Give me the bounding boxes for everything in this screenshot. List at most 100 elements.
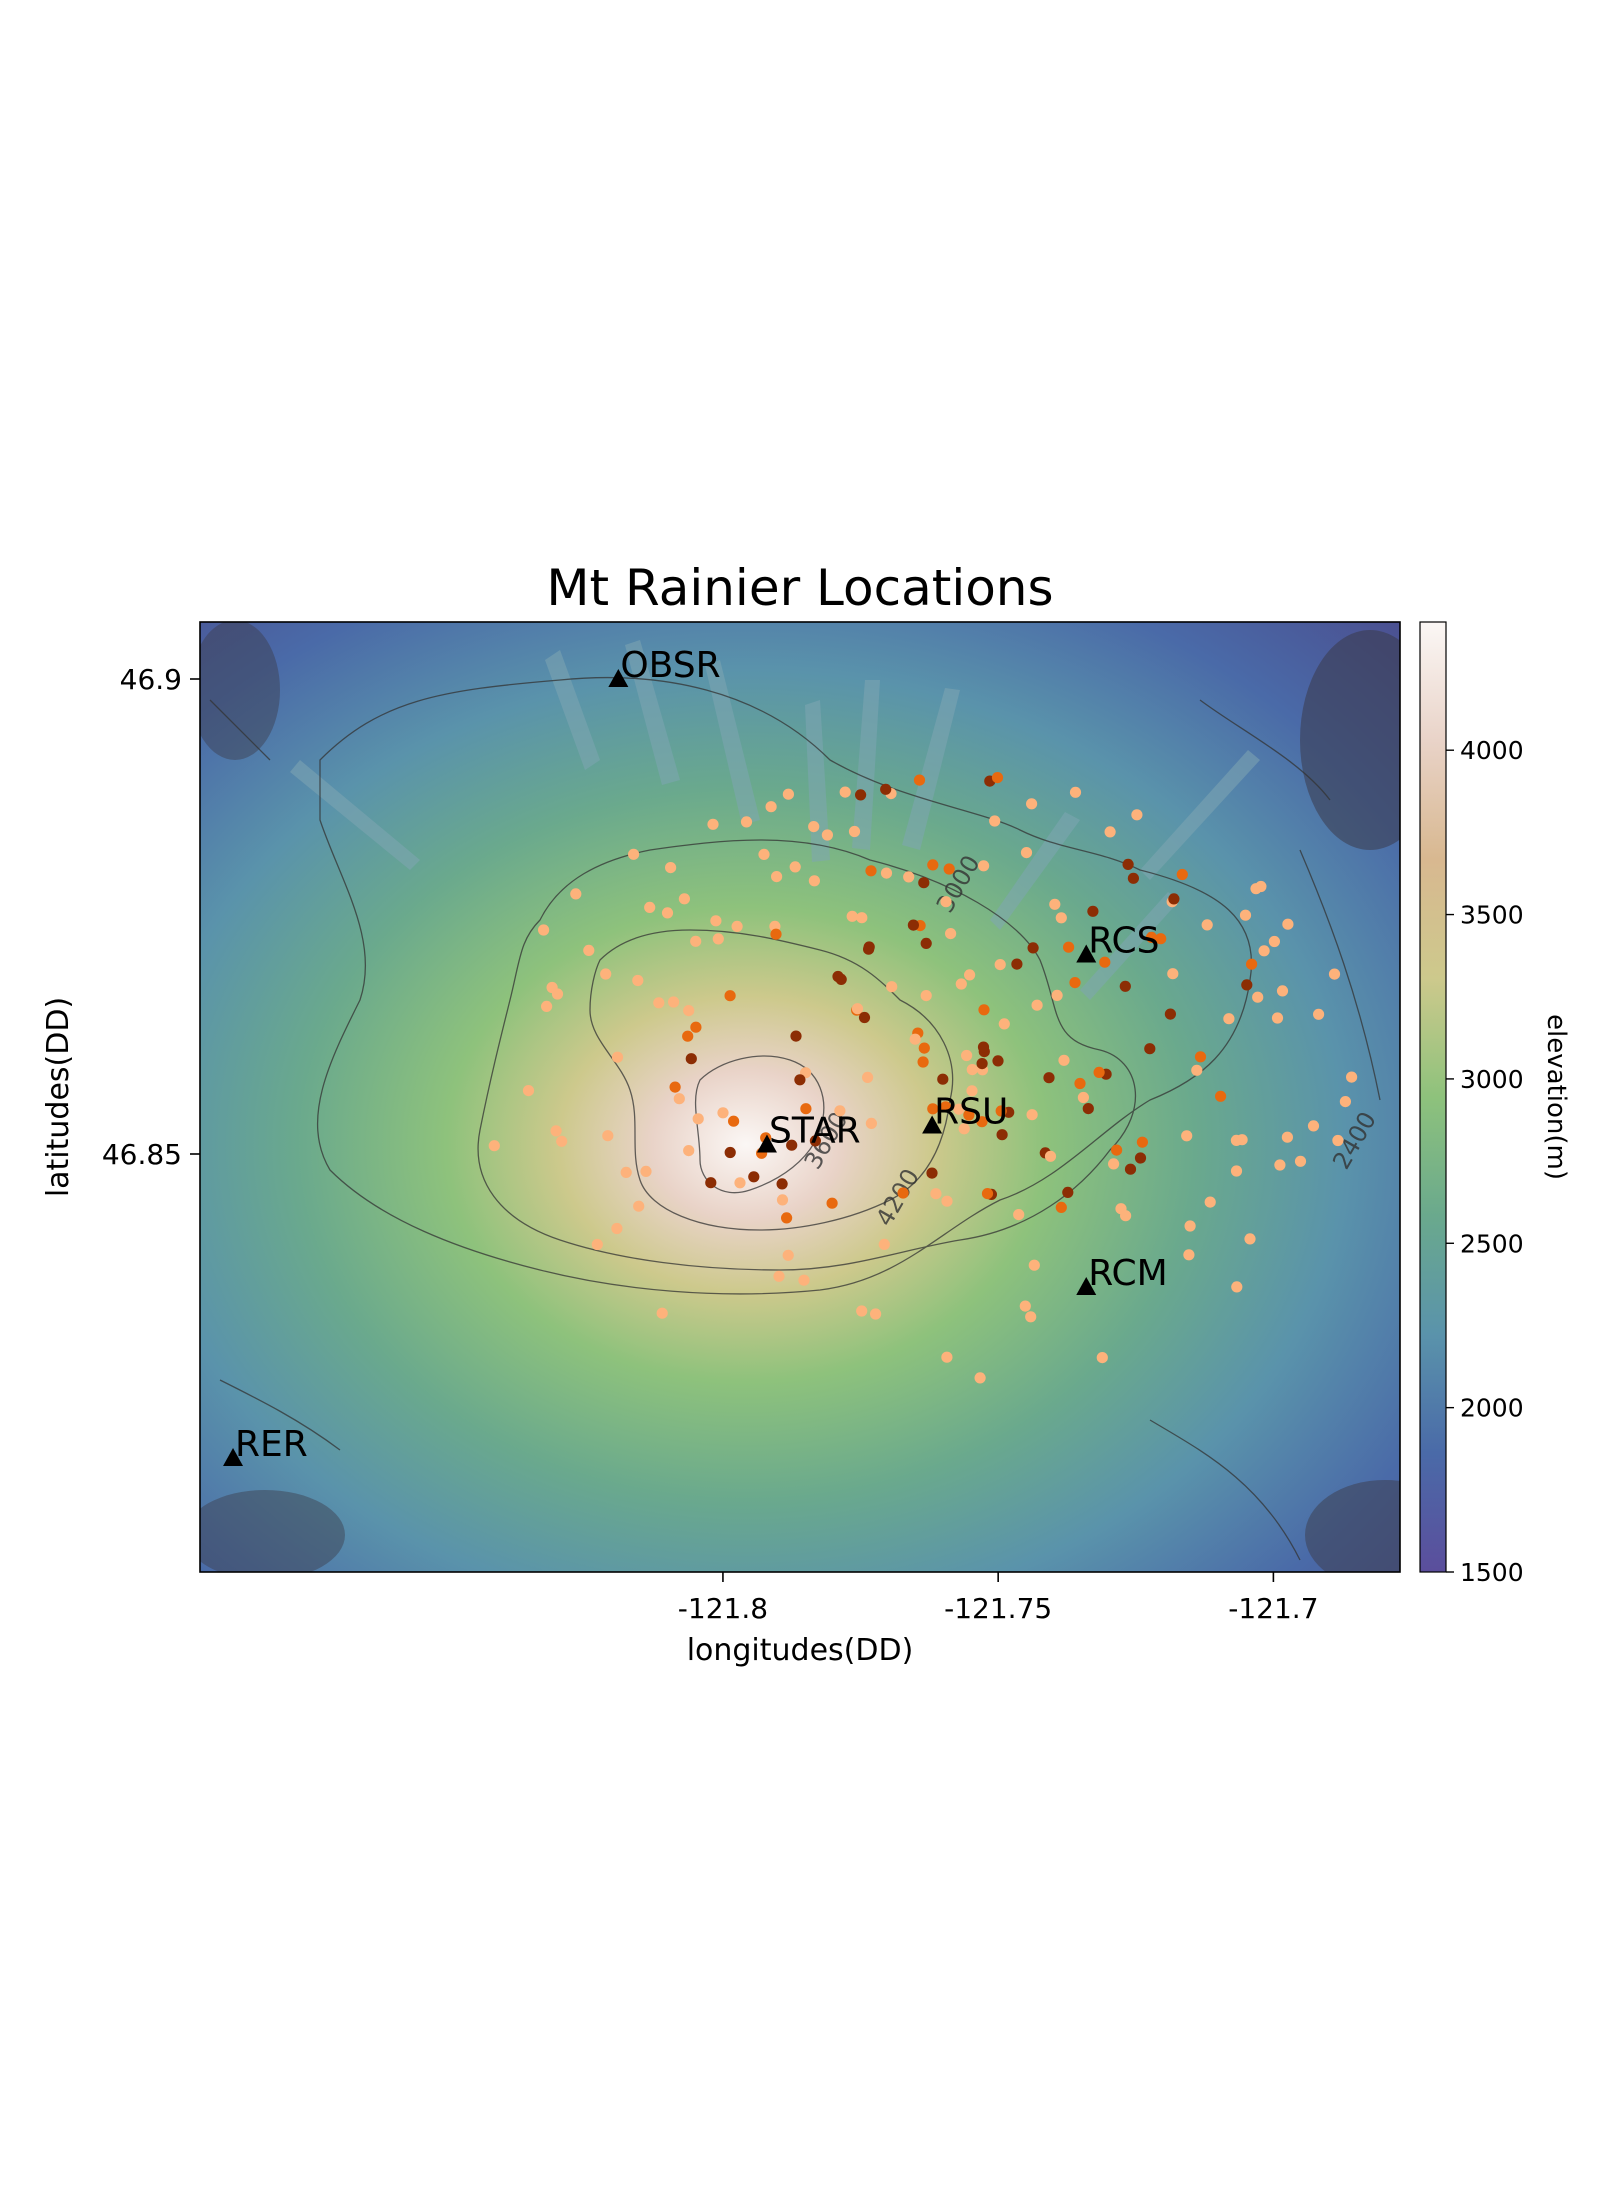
event-marker bbox=[685, 1053, 697, 1065]
event-marker bbox=[1164, 1008, 1176, 1020]
event-marker bbox=[809, 1135, 822, 1147]
event-marker bbox=[992, 1055, 1004, 1067]
event-marker bbox=[991, 772, 1004, 784]
event-marker bbox=[765, 801, 777, 813]
event-marker bbox=[550, 1125, 562, 1137]
event-marker bbox=[1051, 989, 1063, 1002]
y-axis: 46.9 46.85 bbox=[102, 663, 200, 1171]
event-marker bbox=[1183, 1249, 1195, 1261]
event-marker bbox=[1136, 1136, 1148, 1148]
event-marker bbox=[1062, 1186, 1074, 1198]
station-triangle bbox=[223, 1448, 244, 1466]
event-marker bbox=[1231, 1281, 1243, 1293]
event-marker bbox=[886, 981, 898, 993]
event-marker bbox=[786, 1139, 798, 1151]
event-marker bbox=[1028, 1259, 1040, 1271]
event-marker bbox=[690, 1021, 702, 1033]
event-marker bbox=[953, 1103, 965, 1115]
event-marker bbox=[964, 969, 976, 981]
event-marker bbox=[1043, 1072, 1055, 1084]
event-marker bbox=[943, 863, 955, 875]
event-marker bbox=[870, 1308, 882, 1320]
event-marker bbox=[976, 1116, 988, 1128]
event-marker bbox=[1339, 1096, 1351, 1108]
x-tick-label: -121.8 bbox=[678, 1592, 768, 1625]
event-marker bbox=[981, 1188, 994, 1200]
map-frame bbox=[199, 621, 1401, 1573]
event-marker bbox=[1307, 1120, 1320, 1132]
event-marker bbox=[1184, 1220, 1196, 1232]
event-marker bbox=[1191, 1064, 1203, 1076]
event-marker bbox=[961, 1049, 973, 1062]
event-marker bbox=[1069, 977, 1081, 989]
event-marker bbox=[834, 1105, 846, 1117]
event-marker bbox=[798, 1274, 810, 1286]
station-triangle bbox=[756, 1134, 777, 1153]
event-marker bbox=[897, 1187, 909, 1199]
event-marker bbox=[940, 1101, 952, 1113]
event-marker bbox=[683, 1005, 695, 1017]
event-marker bbox=[998, 1018, 1010, 1030]
event-marker bbox=[927, 1103, 939, 1115]
event-marker bbox=[770, 928, 782, 940]
event-marker bbox=[1281, 1131, 1293, 1143]
event-marker bbox=[710, 915, 722, 927]
event-marker bbox=[1020, 847, 1033, 859]
colorbar: 1500 2000 2500 3000 3500 4000 bbox=[1419, 621, 1524, 1587]
x-axis-label: longitudes(DD) bbox=[687, 1633, 914, 1668]
event-marker bbox=[653, 997, 665, 1009]
event-marker bbox=[1049, 898, 1061, 910]
event-marker bbox=[1204, 1196, 1216, 1208]
event-marker bbox=[821, 829, 834, 841]
event-marker bbox=[1134, 1152, 1147, 1164]
event-marker bbox=[863, 941, 875, 953]
event-marker bbox=[1223, 1013, 1235, 1025]
event-marker bbox=[989, 815, 1001, 827]
event-marker bbox=[1082, 1103, 1094, 1115]
event-marker bbox=[1027, 942, 1039, 954]
event-marker bbox=[1144, 1043, 1156, 1055]
event-marker bbox=[602, 1130, 614, 1142]
event-marker bbox=[1055, 912, 1067, 924]
station-label: OBSR bbox=[620, 645, 720, 686]
event-marker bbox=[880, 867, 893, 879]
event-marker bbox=[611, 1051, 624, 1063]
event-markers bbox=[488, 772, 1358, 1384]
event-marker bbox=[611, 1222, 623, 1235]
event-marker bbox=[776, 1194, 789, 1206]
event-marker bbox=[773, 1270, 785, 1282]
event-marker bbox=[1087, 905, 1099, 917]
event-marker bbox=[1246, 958, 1258, 970]
event-marker bbox=[640, 1165, 652, 1177]
event-marker bbox=[758, 848, 770, 861]
event-marker bbox=[1099, 956, 1111, 968]
event-marker bbox=[1074, 1077, 1086, 1090]
event-marker bbox=[1127, 872, 1139, 884]
event-marker bbox=[551, 988, 564, 1000]
colorbar-tick-label: 4000 bbox=[1460, 736, 1524, 765]
event-marker bbox=[712, 933, 724, 945]
event-marker bbox=[1108, 1158, 1120, 1170]
event-marker bbox=[958, 1123, 970, 1135]
event-marker bbox=[978, 860, 990, 872]
event-marker bbox=[955, 978, 967, 990]
event-marker bbox=[855, 789, 867, 801]
event-marker bbox=[856, 1305, 868, 1317]
event-marker bbox=[1058, 1054, 1070, 1066]
event-marker bbox=[1239, 909, 1252, 921]
station-label: STAR bbox=[769, 1111, 861, 1152]
event-marker bbox=[1111, 1144, 1123, 1156]
event-marker bbox=[1026, 798, 1038, 810]
event-marker bbox=[1328, 968, 1341, 980]
event-marker bbox=[930, 1188, 942, 1200]
event-marker bbox=[644, 901, 656, 914]
event-marker bbox=[734, 1177, 746, 1189]
event-marker bbox=[771, 871, 783, 883]
event-marker bbox=[570, 888, 582, 900]
event-marker bbox=[656, 1307, 668, 1319]
event-marker bbox=[1244, 1233, 1256, 1245]
event-marker bbox=[692, 1113, 704, 1125]
event-marker bbox=[1194, 1051, 1207, 1063]
event-marker bbox=[782, 1249, 794, 1261]
